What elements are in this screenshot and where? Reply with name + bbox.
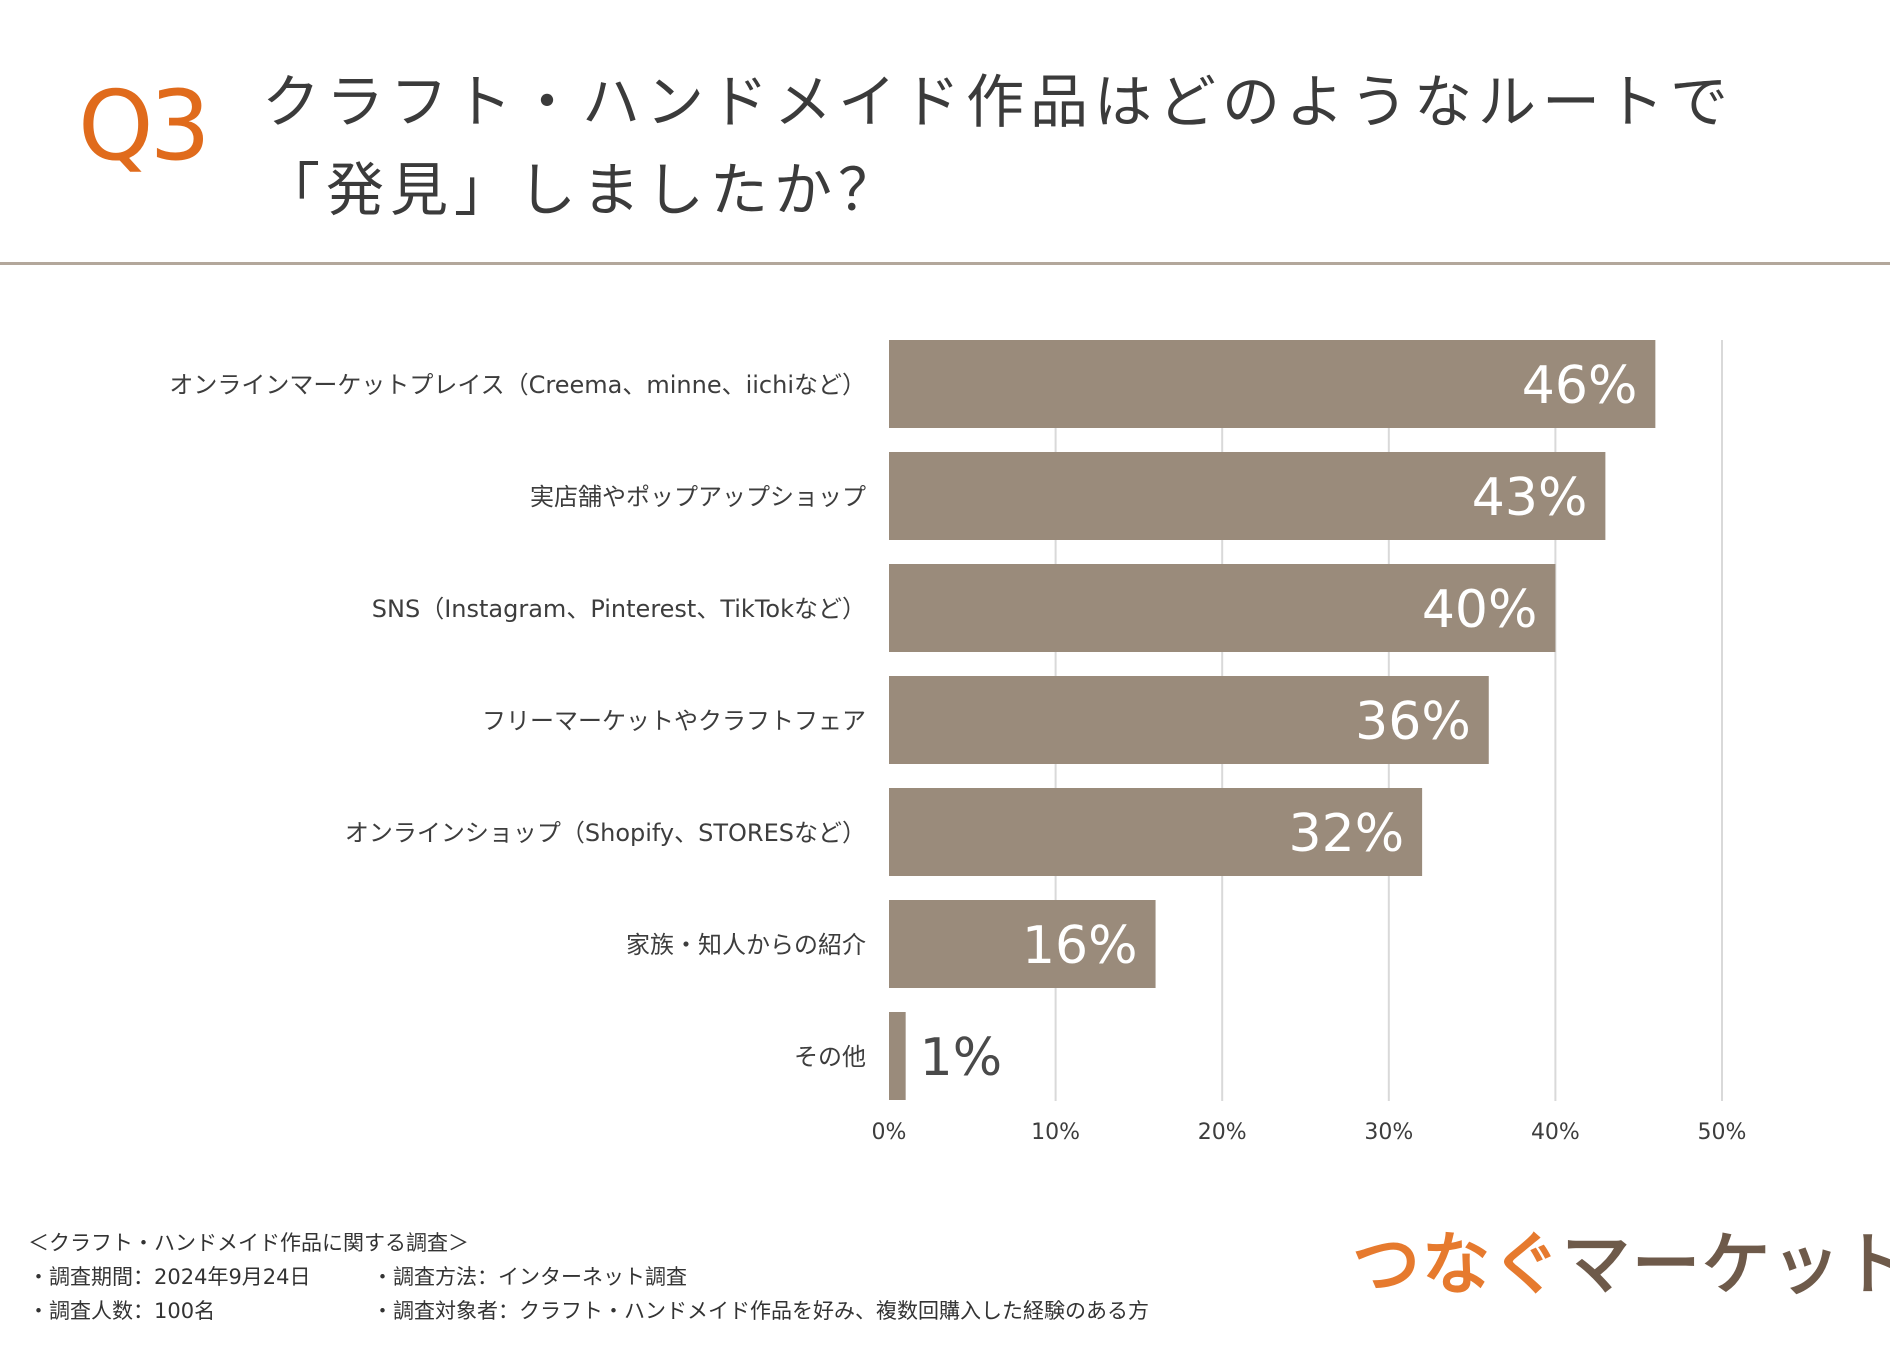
category-label-4: オンラインショップ（Shopify、STORESなど）	[345, 819, 866, 847]
tick-label-30: 30%	[1364, 1120, 1413, 1145]
category-label-0: オンラインマーケットプレイス（Creema、minne、iichiなど）	[169, 371, 866, 399]
bar-4	[889, 788, 1423, 876]
tick-label-40: 40%	[1531, 1120, 1580, 1145]
tick-label-10: 10%	[1031, 1120, 1080, 1145]
question-number: Q3	[78, 70, 211, 182]
value-label-6: 1%	[920, 1028, 1003, 1088]
bar-0	[889, 340, 1656, 428]
survey-method: ・調査方法：インターネット調査	[372, 1265, 687, 1289]
bar-1	[889, 452, 1606, 540]
survey-info: ＜クラフト・ハンドメイド作品に関する調査＞ ・調査期間：2024年9月24日 ・…	[28, 1226, 469, 1328]
bar-2	[889, 564, 1556, 652]
survey-sample: ・調査人数：100名	[28, 1299, 216, 1323]
brand-logo: つなぐマーケット	[1352, 1232, 1890, 1300]
value-label-3: 36%	[1355, 692, 1471, 752]
tick-label-0: 0%	[872, 1120, 907, 1145]
category-label-6: その他	[794, 1043, 866, 1071]
title-line-2: 「発見」しましたか？	[262, 156, 903, 224]
value-label-2: 40%	[1422, 580, 1538, 640]
tick-label-50: 50%	[1698, 1120, 1747, 1145]
bar-3	[889, 676, 1489, 764]
logo-part-2: マーケット	[1562, 1226, 1890, 1305]
survey-info-col2: ・調査方法：インターネット調査 ・調査対象者：クラフト・ハンドメイド作品を好み、…	[372, 1260, 1149, 1328]
category-label-1: 実店舗やポップアップショップ	[530, 483, 866, 511]
page-title: クラフト・ハンドメイド作品はどのようなルートで 「発見」しましたか？	[262, 58, 1734, 234]
category-label-2: SNS（Instagram、Pinterest、TikTokなど）	[372, 595, 866, 623]
bar-6	[889, 1012, 906, 1100]
survey-period: ・調査期間：2024年9月24日	[28, 1265, 311, 1289]
header-divider	[0, 262, 1890, 265]
value-label-5: 16%	[1022, 916, 1138, 976]
value-label-1: 43%	[1472, 468, 1588, 528]
logo-part-1: つなぐ	[1352, 1226, 1563, 1305]
survey-title: ＜クラフト・ハンドメイド作品に関する調査＞	[28, 1231, 469, 1255]
value-label-4: 32%	[1289, 804, 1405, 864]
category-label-3: フリーマーケットやクラフトフェア	[482, 707, 866, 735]
tick-label-20: 20%	[1198, 1120, 1247, 1145]
title-line-1: クラフト・ハンドメイド作品はどのようなルートで	[262, 68, 1735, 136]
header: Q3 クラフト・ハンドメイド作品はどのようなルートで 「発見」しましたか？	[0, 0, 1890, 262]
bar-5	[889, 900, 1156, 988]
survey-target: ・調査対象者：クラフト・ハンドメイド作品を好み、複数回購入した経験のある方	[372, 1299, 1149, 1323]
category-label-5: 家族・知人からの紹介	[626, 931, 866, 959]
value-label-0: 46%	[1522, 356, 1638, 416]
bar-chart: オンラインマーケットプレイス（Creema、minne、iichiなど） 46% 実…	[169, 340, 1747, 1145]
